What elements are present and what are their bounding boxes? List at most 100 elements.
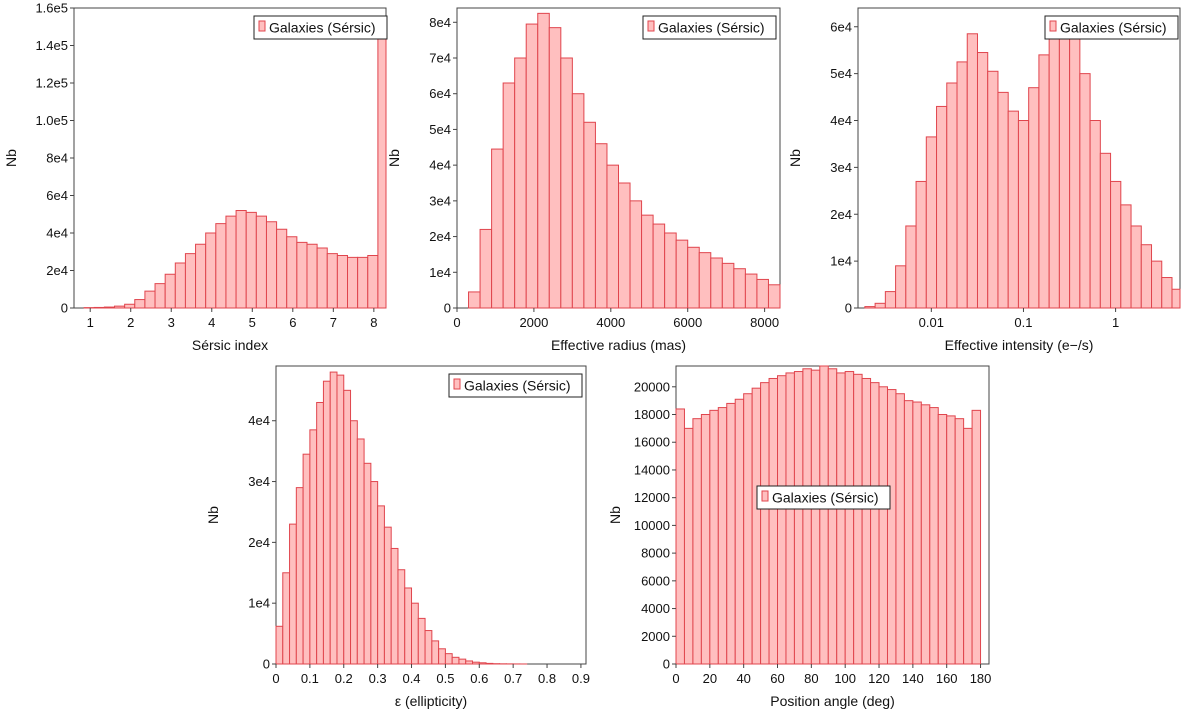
histogram-bar xyxy=(785,372,795,665)
panel-ellipticity: 0 0.1 0.2 0.3 0.4 0.5 0.6 0.7 0.8 0.9 0 1e4 2e4 3e4 4e… xyxy=(205,365,590,709)
histogram-bar xyxy=(255,215,267,309)
histogram-bar xyxy=(756,278,769,309)
y-tick-label: 4e4 xyxy=(248,413,270,428)
legend-swatch xyxy=(453,378,461,390)
y-tick-label: 4e4 xyxy=(429,158,451,173)
histogram-bar xyxy=(205,232,217,309)
histogram-bar xyxy=(411,602,419,665)
legend: Galaxies (Sérsic) xyxy=(756,485,891,510)
x-tick-label: 5 xyxy=(249,315,256,330)
histogram-bar xyxy=(343,389,352,665)
x-tick-label: 60 xyxy=(770,671,784,686)
x-tick-label: 0.01 xyxy=(919,315,944,330)
y-tick-label: 0 xyxy=(61,301,68,316)
histogram-bar xyxy=(936,105,948,309)
x-tick-label: 0 xyxy=(672,671,679,686)
histogram-bar xyxy=(1120,204,1132,309)
legend-swatch xyxy=(1049,20,1057,32)
legend: Galaxies (Sérsic) xyxy=(642,15,777,40)
x-axis-label: Effective radius (mas) xyxy=(551,337,686,353)
histogram-bar xyxy=(424,630,433,665)
histogram-bar xyxy=(363,462,372,665)
histogram-bar xyxy=(744,273,758,309)
histogram-bar xyxy=(478,662,487,665)
y-tick-label: 2000 xyxy=(641,629,670,644)
histogram-bar xyxy=(963,427,973,665)
histogram-bar xyxy=(733,268,746,309)
y-tick-label: 16000 xyxy=(634,435,670,450)
histogram-bar xyxy=(302,453,311,665)
histogram-bar xyxy=(884,291,897,309)
x-tick-label: 0.8 xyxy=(538,671,556,686)
x-tick-label: 20 xyxy=(703,671,717,686)
x-tick-label: 1 xyxy=(1112,315,1119,330)
x-tick-label: 0 xyxy=(272,671,279,686)
x-tick-label: 0.1 xyxy=(301,671,319,686)
histogram-bar xyxy=(245,211,257,309)
histogram-bar xyxy=(1069,33,1081,309)
histogram-bar xyxy=(966,33,978,309)
histogram-bar xyxy=(377,26,387,309)
histogram-bar xyxy=(768,377,779,665)
histogram-bar xyxy=(282,572,291,665)
y-tick-label: 6e4 xyxy=(830,19,852,34)
histogram-bar xyxy=(767,284,781,309)
histogram-bar xyxy=(347,256,359,309)
histogram-bar xyxy=(225,215,237,309)
x-tick-label: 100 xyxy=(834,671,856,686)
histogram-bar xyxy=(1048,21,1060,309)
histogram-bar xyxy=(1099,152,1112,309)
histogram-bar xyxy=(316,401,324,665)
histogram-bar xyxy=(548,27,562,309)
histogram-bar xyxy=(1089,120,1101,309)
histogram-bar xyxy=(700,414,711,665)
histogram-bar xyxy=(793,371,804,665)
histogram-bar xyxy=(1007,110,1019,309)
panel-sersic-index: 1 2 3 4 5 6 7 8 0 2e4 4e4 6e4 8e4 1.0e5 1.2e5 1.4e5 1.6e… xyxy=(3,1,388,353)
histogram-bar xyxy=(265,221,278,309)
histogram-bar xyxy=(810,369,821,665)
legend-swatch xyxy=(647,20,655,32)
histogram-bar xyxy=(777,375,787,665)
histogram-bar xyxy=(692,418,702,665)
histogram-bar xyxy=(734,398,745,665)
x-tick-label: 6000 xyxy=(673,315,702,330)
histogram-bar xyxy=(698,252,712,309)
histogram-bar xyxy=(915,180,927,309)
histogram-bar xyxy=(895,265,907,309)
histogram-bar xyxy=(114,305,126,309)
x-tick-label: 2 xyxy=(127,315,134,330)
y-tick-label: 8e4 xyxy=(429,15,451,30)
histogram-bar xyxy=(350,420,358,665)
histogram-bar xyxy=(618,182,631,309)
histogram-bar xyxy=(444,653,453,665)
y-tick-label: 0 xyxy=(263,657,270,672)
histogram-bar xyxy=(479,228,493,309)
histogram-bar xyxy=(717,407,728,665)
legend-label: Galaxies (Sérsic) xyxy=(269,20,376,36)
legend-label: Galaxies (Sérsic) xyxy=(464,378,571,394)
histogram-bar xyxy=(465,660,474,665)
histogram-bar xyxy=(827,368,838,665)
histogram-bar xyxy=(721,262,735,309)
y-tick-label: 6e4 xyxy=(429,86,451,101)
x-tick-label: 7 xyxy=(330,315,337,330)
histogram-bar xyxy=(886,389,897,665)
histogram-bar xyxy=(1151,260,1163,309)
histogram-bar xyxy=(1079,73,1091,309)
y-tick-label: 1.4e5 xyxy=(35,38,68,53)
histogram-bar xyxy=(144,290,156,309)
histogram-bar xyxy=(431,640,440,665)
histogram-bar xyxy=(103,306,116,309)
histogram-bar xyxy=(844,371,855,665)
histogram-bar xyxy=(514,57,527,309)
histogram-bar xyxy=(946,415,956,665)
x-tick-label: 0.9 xyxy=(572,671,590,686)
histogram-bar xyxy=(925,136,938,309)
x-tick-label: 1 xyxy=(87,315,94,330)
y-axis-label: Nb xyxy=(787,149,803,167)
legend-box xyxy=(756,485,891,510)
legend-label: Galaxies (Sérsic) xyxy=(658,20,765,36)
panel-effective-intensity: 0.01 0.1 1 0 1e4 2e4 3e4 4e4 5e4 6e4 Effective int… xyxy=(787,7,1181,353)
legend: Galaxies (Sérsic) xyxy=(253,15,388,40)
